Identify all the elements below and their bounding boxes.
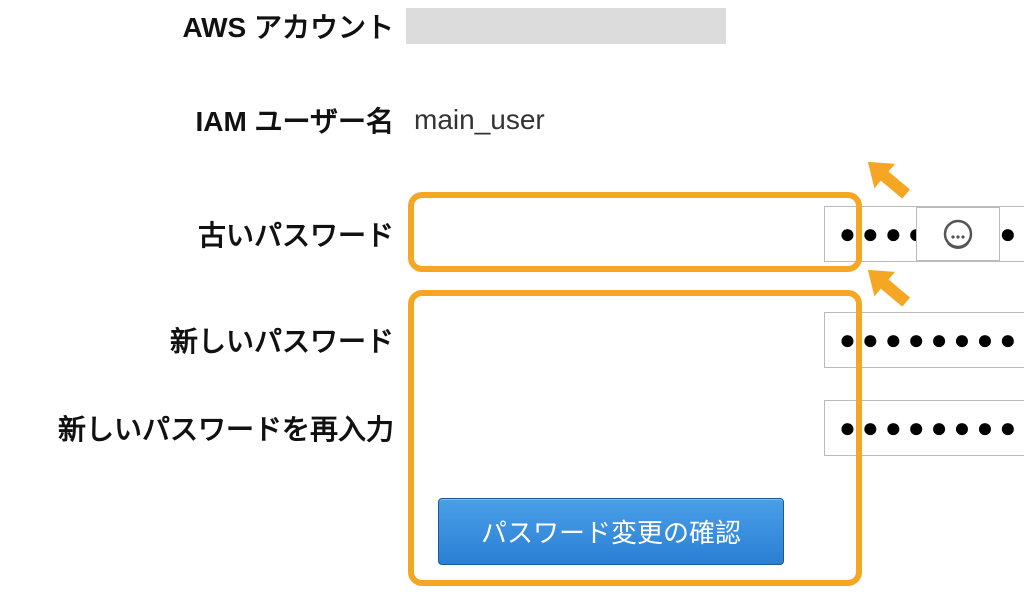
iam-user-value: main_user bbox=[406, 104, 545, 136]
password-manager-icon-box[interactable] bbox=[916, 207, 1000, 261]
confirm-password-change-button[interactable]: パスワード変更の確認 bbox=[438, 498, 784, 565]
retype-password-label: 新しいパスワードを再入力 bbox=[0, 408, 406, 448]
old-password-label: 古いパスワード bbox=[0, 214, 406, 254]
aws-account-label: AWS アカウント bbox=[0, 6, 406, 46]
retype-password-mask: ●●●●●●●●●●●● bbox=[839, 412, 1024, 444]
iam-user-label: IAM ユーザー名 bbox=[0, 100, 406, 140]
arrow-annotation-1 bbox=[852, 150, 922, 206]
new-password-label: 新しいパスワード bbox=[0, 320, 406, 360]
retype-password-input[interactable]: ●●●●●●●●●●●● bbox=[824, 400, 1024, 456]
arrow-annotation-2 bbox=[852, 258, 922, 314]
aws-account-value-redacted bbox=[406, 8, 726, 44]
password-manager-icon bbox=[941, 217, 975, 251]
new-password-mask: ●●●●●●●●●● bbox=[839, 324, 1024, 356]
new-password-input[interactable]: ●●●●●●●●●● bbox=[824, 312, 1024, 368]
